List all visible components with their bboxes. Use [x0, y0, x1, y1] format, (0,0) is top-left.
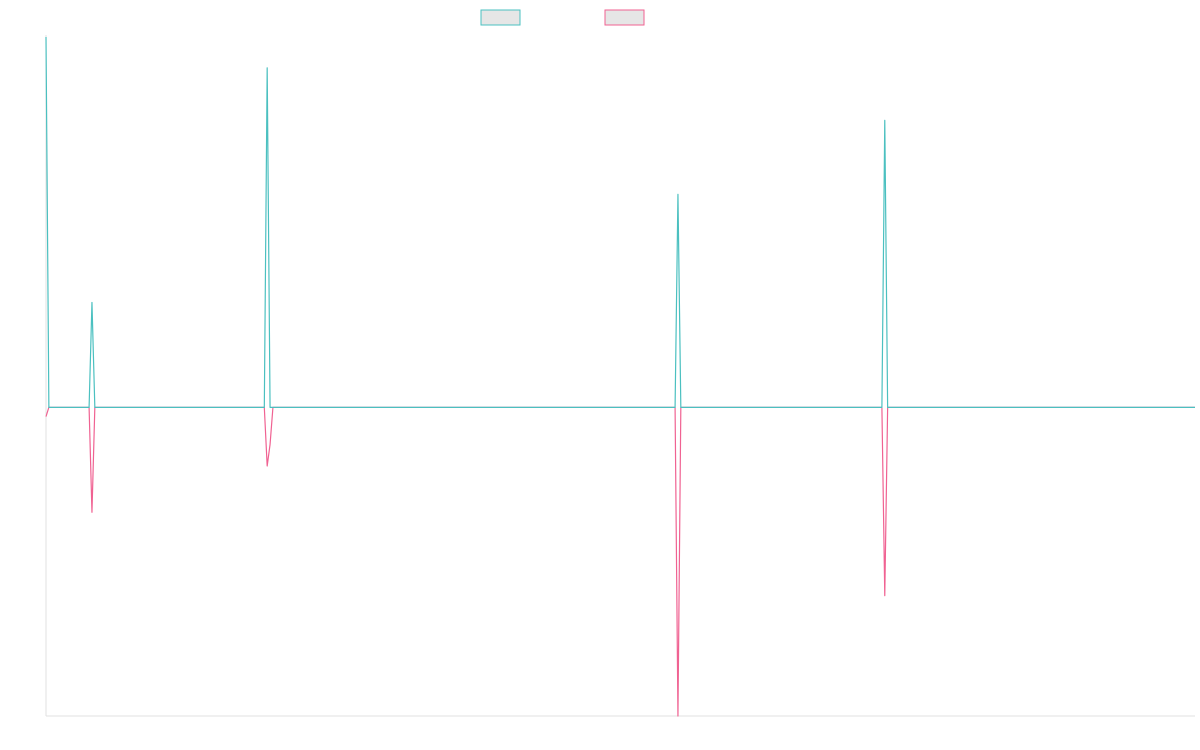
- legend-swatch-1[interactable]: [480, 9, 521, 26]
- series-line-2: [45, 406, 1195, 717]
- legend: [480, 9, 645, 26]
- series-lines: [45, 36, 1195, 717]
- legend-swatch-2[interactable]: [604, 9, 645, 26]
- axes: [45, 35, 1195, 717]
- series-line-1: [45, 36, 1195, 408]
